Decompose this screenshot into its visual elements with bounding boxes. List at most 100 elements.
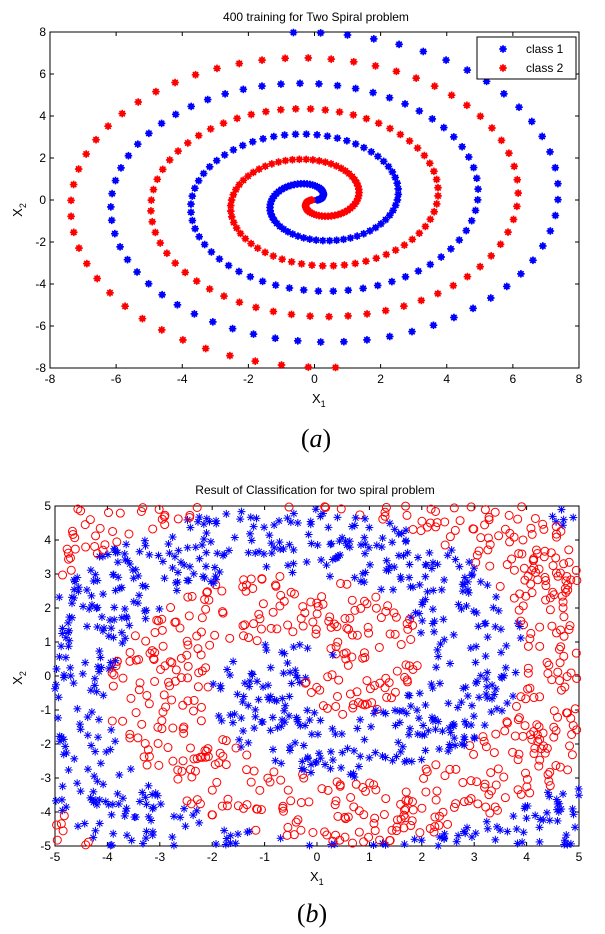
class-2-prediction [341, 814, 351, 824]
class-2-point [514, 189, 522, 197]
class-2-prediction [351, 779, 361, 789]
class-1-prediction [427, 680, 436, 689]
class-2-prediction [431, 522, 441, 532]
class-2-point [288, 155, 297, 164]
class-2-prediction [562, 708, 572, 718]
class-1-prediction [417, 836, 426, 845]
y-tick-label: -1 [40, 703, 51, 717]
class-1-prediction [295, 640, 304, 649]
class-1-prediction [198, 541, 207, 550]
class-2-prediction [149, 654, 159, 664]
class-1-prediction [490, 690, 499, 699]
class-1-prediction [503, 827, 512, 836]
class-2-prediction [138, 503, 148, 513]
class-2-point [295, 155, 304, 164]
class-2-prediction [430, 822, 440, 832]
class-1-prediction [298, 757, 307, 766]
class-2-prediction [246, 777, 256, 787]
class-1-prediction [306, 520, 315, 529]
class-1-prediction [509, 692, 518, 701]
class-1-prediction [483, 668, 492, 677]
class-1-point [474, 185, 482, 193]
class-2-prediction [408, 524, 418, 534]
class-2-point [425, 159, 434, 168]
class-2-prediction [254, 609, 264, 619]
class-2-prediction [59, 811, 69, 821]
class-1-prediction [482, 690, 491, 699]
class-2-prediction [147, 646, 157, 656]
class-1-prediction [249, 522, 258, 531]
class-2-prediction [125, 647, 135, 657]
class-1-point [462, 226, 471, 235]
class-1-prediction [285, 746, 294, 755]
class-1-point [343, 136, 351, 145]
class-1-point [391, 201, 400, 210]
class-2-prediction [327, 670, 337, 680]
class-1-prediction [76, 725, 85, 734]
class-1-prediction [142, 827, 151, 836]
class-2-prediction [118, 673, 128, 683]
class-1-prediction [286, 518, 295, 527]
class-2-prediction [323, 672, 333, 682]
class-1-prediction [117, 583, 126, 592]
class-2-point [174, 147, 182, 155]
class-1-point [228, 324, 237, 333]
class-1-point [458, 142, 466, 151]
class-2-prediction [342, 623, 352, 633]
class-1-prediction [439, 615, 448, 624]
class-2-prediction [107, 668, 117, 678]
class-2-prediction [161, 702, 171, 712]
class-2-point [432, 175, 441, 184]
class-1-prediction [278, 715, 287, 724]
class-1-prediction [259, 549, 268, 558]
class-1-point [353, 232, 361, 240]
x-tick-label: 2 [377, 372, 384, 386]
class-2-prediction [544, 776, 554, 786]
class-2-point [430, 167, 438, 176]
class-1-prediction [475, 693, 484, 702]
class-1-prediction [92, 687, 101, 696]
class-2-prediction [330, 800, 340, 810]
class-2-prediction [56, 819, 66, 829]
class-1-point [133, 268, 141, 276]
class-2-prediction [495, 581, 505, 591]
class-2-prediction [347, 652, 357, 662]
class-1-prediction [189, 569, 198, 578]
class-1-prediction [428, 605, 437, 614]
x-tick-label: 2 [418, 850, 425, 864]
class-1-prediction [317, 555, 326, 564]
class-1-prediction [87, 708, 96, 717]
class-2-prediction [362, 676, 372, 686]
class-1-prediction [343, 744, 352, 753]
class-2-point [179, 336, 187, 344]
class-1-prediction [52, 664, 61, 673]
class-2-point [157, 326, 166, 334]
class-1-prediction [418, 616, 427, 625]
class-2-prediction [144, 751, 154, 761]
class-1-prediction [210, 563, 219, 572]
class-2-prediction [402, 510, 412, 520]
class-1-prediction [233, 690, 242, 699]
class-1-prediction [55, 593, 64, 602]
class-1-prediction [502, 641, 511, 650]
class-1-prediction [180, 561, 189, 570]
class-1-prediction [65, 613, 74, 622]
class-1-prediction [155, 604, 164, 613]
class-1-prediction [568, 804, 577, 813]
class-1-prediction [69, 679, 78, 688]
class-2-prediction [534, 761, 544, 771]
class-2-prediction [572, 673, 582, 683]
class-1-point [299, 286, 308, 294]
class-1-point [199, 169, 208, 178]
class-1-prediction [138, 839, 147, 848]
class-2-prediction [81, 840, 91, 850]
class-1-prediction [492, 592, 501, 601]
class-1-prediction [338, 748, 347, 757]
class-1-prediction [272, 696, 281, 705]
class-1-point [271, 281, 280, 289]
class-2-prediction [359, 648, 369, 658]
class-1-prediction [115, 770, 124, 779]
class-1-prediction [371, 748, 380, 757]
class-2-point [277, 361, 286, 369]
class-1-point [284, 227, 292, 236]
